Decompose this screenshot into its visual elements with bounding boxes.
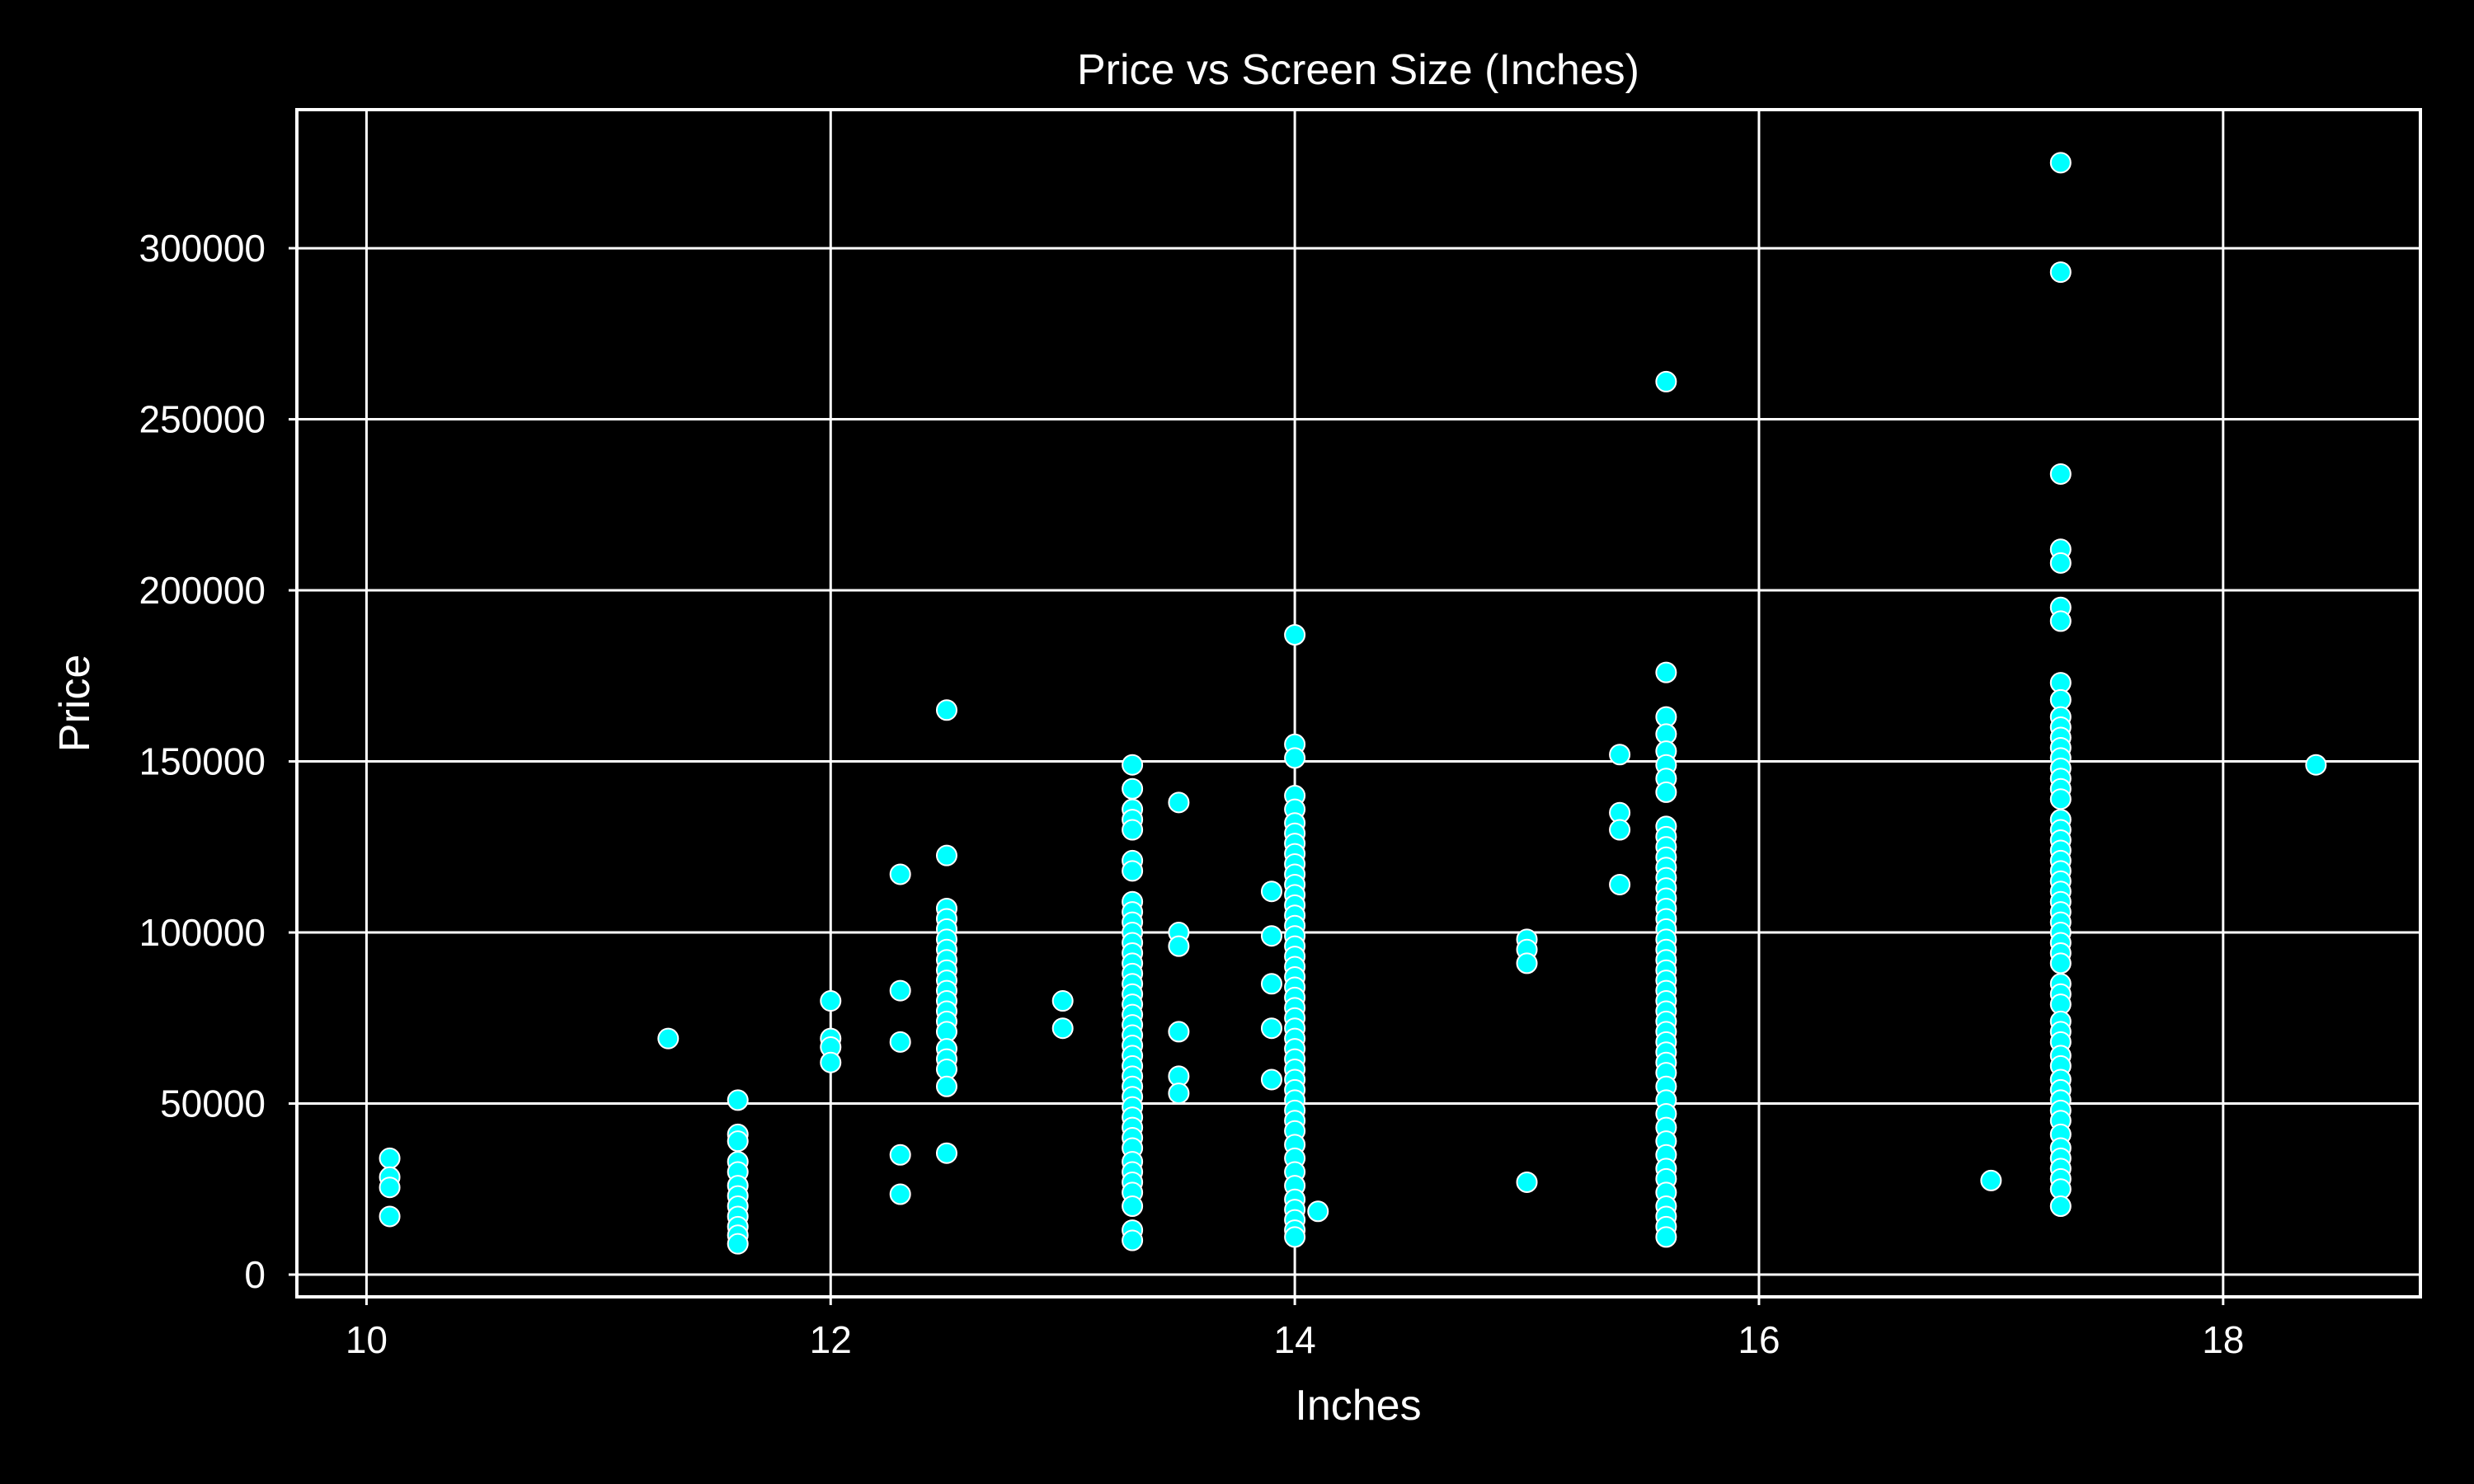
chart-title: Price vs Screen Size (Inches) bbox=[1077, 46, 1639, 94]
data-point bbox=[1609, 744, 1631, 766]
data-point bbox=[1168, 791, 1190, 814]
data-point bbox=[1609, 873, 1631, 895]
data-point bbox=[889, 863, 911, 885]
data-point bbox=[1122, 777, 1144, 800]
data-point bbox=[1122, 1229, 1144, 1252]
y-tick-label: 50000 bbox=[160, 1082, 266, 1125]
data-point bbox=[889, 1031, 911, 1053]
data-point bbox=[1260, 1017, 1282, 1040]
data-point bbox=[1122, 819, 1144, 841]
y-tick-label: 250000 bbox=[139, 398, 266, 441]
y-tick-label: 0 bbox=[244, 1253, 266, 1296]
data-point bbox=[2049, 1195, 2072, 1218]
data-point bbox=[1260, 973, 1282, 995]
x-tick-label: 10 bbox=[346, 1318, 388, 1361]
data-point bbox=[935, 844, 957, 866]
plot-frame bbox=[295, 108, 2422, 1298]
data-point bbox=[2049, 463, 2072, 485]
y-tick-label: 200000 bbox=[139, 569, 266, 612]
data-point bbox=[1168, 1082, 1190, 1105]
data-point bbox=[727, 1089, 749, 1111]
data-point bbox=[727, 1130, 749, 1153]
data-point bbox=[889, 1144, 911, 1166]
x-tick-label: 16 bbox=[1738, 1318, 1780, 1361]
data-point bbox=[1307, 1200, 1329, 1223]
data-point bbox=[1260, 1068, 1282, 1091]
y-axis-ticks: 0 50000 100000 150000 200000 250000 300000 bbox=[139, 227, 297, 1296]
data-point bbox=[935, 1142, 957, 1164]
data-point bbox=[1655, 781, 1677, 803]
data-point bbox=[727, 1233, 749, 1255]
x-tick-label: 18 bbox=[2202, 1318, 2244, 1361]
data-point bbox=[1168, 1021, 1190, 1043]
data-point bbox=[2049, 261, 2072, 284]
data-point bbox=[1122, 754, 1144, 776]
data-point bbox=[820, 1051, 842, 1073]
data-point bbox=[1284, 1226, 1306, 1248]
x-tick-label: 14 bbox=[1274, 1318, 1316, 1361]
x-axis-label: Inches bbox=[1295, 1382, 1421, 1430]
data-point bbox=[935, 1075, 957, 1097]
data-point bbox=[1284, 624, 1306, 646]
x-tick-label: 12 bbox=[810, 1318, 852, 1361]
data-point bbox=[1122, 1195, 1144, 1218]
y-tick-label: 300000 bbox=[139, 227, 266, 270]
data-point bbox=[1260, 925, 1282, 947]
grid-lines bbox=[297, 110, 2420, 1297]
data-point bbox=[2305, 754, 2327, 776]
data-point bbox=[1516, 1171, 1538, 1193]
data-point bbox=[1284, 747, 1306, 769]
data-point bbox=[379, 1205, 401, 1228]
data-point bbox=[379, 1147, 401, 1169]
data-point bbox=[1168, 935, 1190, 957]
y-tick-label: 150000 bbox=[139, 740, 266, 783]
data-point bbox=[1655, 661, 1677, 683]
data-point bbox=[1609, 819, 1631, 841]
x-axis-ticks: 10 12 14 16 18 bbox=[346, 1297, 2244, 1361]
data-point bbox=[1980, 1169, 2002, 1191]
data-point bbox=[1051, 1017, 1074, 1040]
data-point bbox=[889, 979, 911, 1002]
data-point bbox=[2049, 610, 2072, 632]
data-point bbox=[1655, 370, 1677, 392]
data-point bbox=[820, 990, 842, 1012]
data-points bbox=[379, 152, 2327, 1255]
data-point bbox=[935, 699, 957, 721]
data-point bbox=[1122, 860, 1144, 882]
data-point bbox=[889, 1183, 911, 1205]
data-point bbox=[1260, 881, 1282, 903]
y-axis-label: Price bbox=[51, 655, 99, 752]
data-point bbox=[1051, 990, 1074, 1012]
data-point bbox=[379, 1176, 401, 1199]
data-point bbox=[2049, 152, 2072, 174]
data-point bbox=[1516, 952, 1538, 974]
data-point bbox=[657, 1027, 680, 1050]
data-point bbox=[2049, 552, 2072, 574]
data-point bbox=[2049, 788, 2072, 810]
data-point bbox=[1655, 1226, 1677, 1248]
y-tick-label: 100000 bbox=[139, 911, 266, 954]
data-point bbox=[2049, 952, 2072, 974]
